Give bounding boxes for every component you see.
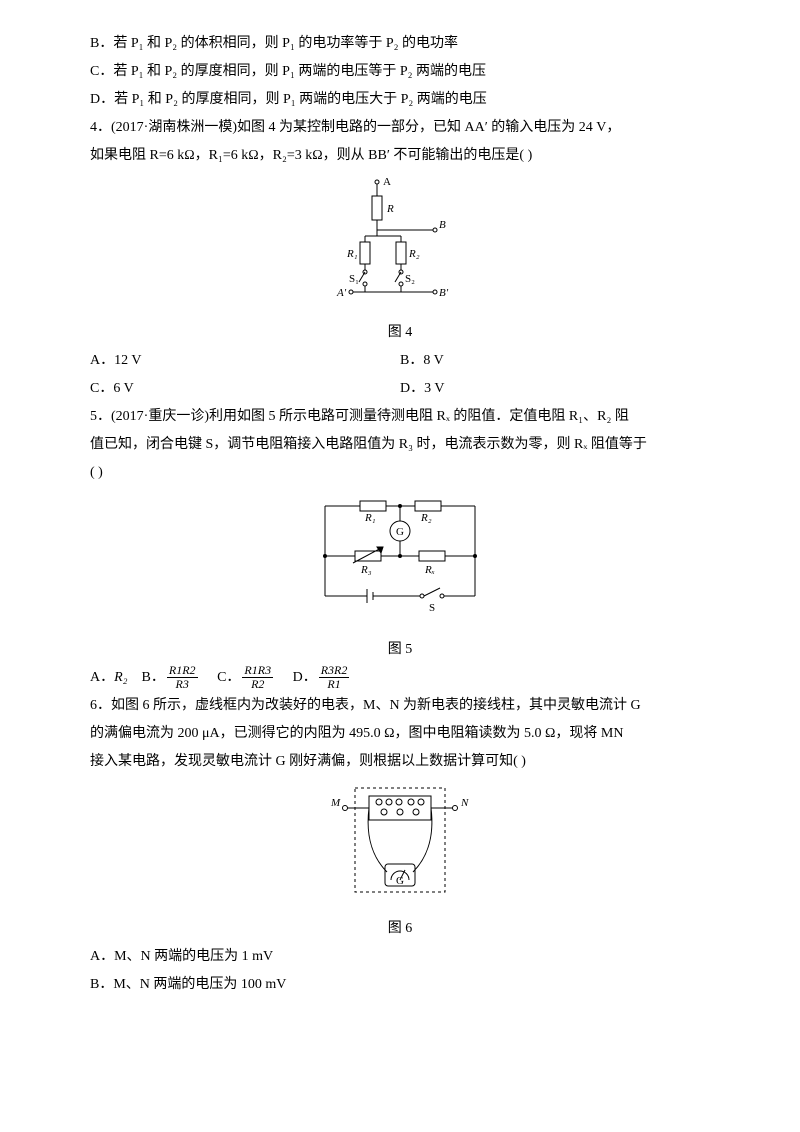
q6-label-G: G — [396, 875, 404, 887]
q4-figure: A R B R₁ R₂ S₁ S₂ A′ B′ — [90, 174, 710, 315]
q4-option-b: B．8 V — [400, 347, 710, 375]
q4-label-Ap: A′ — [336, 287, 347, 299]
q6-label-N: N — [460, 797, 469, 809]
q4-stem-line2: 如果电阻 R=6 kΩ，R₁=6 kΩ，R₂=3 kΩ，则从 BB′ 不可能输出… — [90, 142, 710, 170]
q6-option-b: B．M、N 两端的电压为 100 mV — [90, 971, 710, 999]
q5-optC-frac: R1R3R2 — [242, 664, 273, 691]
q4-label-R2: R₂ — [408, 248, 420, 260]
q5-optC-den: R2 — [242, 678, 273, 691]
q5-label-Rx: Rₓ — [424, 564, 435, 576]
q4-label-A: A — [383, 176, 391, 188]
q3-option-b: B．若 P₁ 和 P₂ 的体积相同，则 P₁ 的电功率等于 P₂ 的电功率 — [90, 30, 710, 58]
q5-optA-label: A． — [90, 670, 114, 685]
q5-label-R2: R₂ — [420, 512, 432, 524]
q5-optD-num: R3R2 — [319, 664, 350, 678]
q5-label-R3: R₃ — [360, 564, 372, 576]
q6-option-a: A．M、N 两端的电压为 1 mV — [90, 943, 710, 971]
q6-figure: M N G — [90, 780, 710, 911]
q4-label-S2: S₂ — [405, 273, 415, 285]
q5-optA-val: R₂ — [114, 670, 127, 685]
q5-label-R1: R₁ — [364, 512, 376, 524]
q6-circuit-diagram: M N G — [325, 780, 475, 900]
q5-optC-label: C． — [217, 670, 240, 685]
q5-label-S: S — [429, 602, 435, 614]
q5-optD-frac: R3R2R1 — [319, 664, 350, 691]
q4-circuit-diagram: A R B R₁ R₂ S₁ S₂ A′ B′ — [335, 174, 465, 304]
q5-options: A．R₂ B．R1R2R3 C．R1R3R2 D．R3R2R1 — [90, 664, 710, 692]
q4-label-R: R — [386, 203, 394, 215]
q3-option-c: C．若 P₁ 和 P₂ 的厚度相同，则 P₁ 两端的电压等于 P₂ 两端的电压 — [90, 58, 710, 86]
q4-stem-line1: 4．(2017·湖南株洲一模)如图 4 为某控制电路的一部分，已知 AA′ 的输… — [90, 114, 710, 142]
q4-label-B: B — [439, 219, 446, 231]
q6-stem-line2: 的满偏电流为 200 μA，已测得它的内阻为 495.0 Ω，图中电阻箱读数为 … — [90, 720, 710, 748]
q5-optB-den: R3 — [167, 678, 198, 691]
q6-stem-line1: 6．如图 6 所示，虚线框内为改装好的电表，M、N 为新电表的接线柱，其中灵敏电… — [90, 692, 710, 720]
q5-optB-label: B． — [142, 670, 165, 685]
q3-option-d: D．若 P₁ 和 P₂ 的厚度相同，则 P₁ 两端的电压大于 P₂ 两端的电压 — [90, 86, 710, 114]
q4-label-Bp: B′ — [439, 287, 449, 299]
q5-stem-line2: 值已知，闭合电键 S，调节电阻箱接入电路阻值为 R₃ 时，电流表示数为零，则 R… — [90, 431, 710, 459]
q4-caption: 图 4 — [90, 319, 710, 347]
q6-stem-line3: 接入某电路，发现灵敏电流计 G 刚好满偏，则根据以上数据计算可知( ) — [90, 748, 710, 776]
q5-stem-line1: 5．(2017·重庆一诊)利用如图 5 所示电路可测量待测电阻 Rₓ 的阻值．定… — [90, 403, 710, 431]
q5-optB-frac: R1R2R3 — [167, 664, 198, 691]
q4-option-d: D．3 V — [400, 375, 710, 403]
q4-label-R1: R₁ — [346, 248, 358, 260]
q5-figure: R₁ R₂ G R₃ Rₓ S — [90, 491, 710, 632]
q4-option-c: C．6 V — [90, 375, 400, 403]
q6-label-M: M — [330, 797, 341, 809]
q4-options-row1: A．12 V B．8 V — [90, 347, 710, 375]
q5-circuit-diagram: R₁ R₂ G R₃ Rₓ S — [305, 491, 495, 621]
q5-caption: 图 5 — [90, 636, 710, 664]
q5-optC-num: R1R3 — [242, 664, 273, 678]
q4-label-S1: S₁ — [349, 273, 359, 285]
q5-stem-line3: ( ) — [90, 459, 710, 487]
q5-optB-num: R1R2 — [167, 664, 198, 678]
q5-label-G: G — [396, 526, 404, 538]
page: B．若 P₁ 和 P₂ 的体积相同，则 P₁ 的电功率等于 P₂ 的电功率 C．… — [0, 0, 800, 1132]
q5-optD-den: R1 — [319, 678, 350, 691]
q6-caption: 图 6 — [90, 915, 710, 943]
q5-optD-label: D． — [293, 670, 317, 685]
q4-option-a: A．12 V — [90, 347, 400, 375]
q4-options-row2: C．6 V D．3 V — [90, 375, 710, 403]
